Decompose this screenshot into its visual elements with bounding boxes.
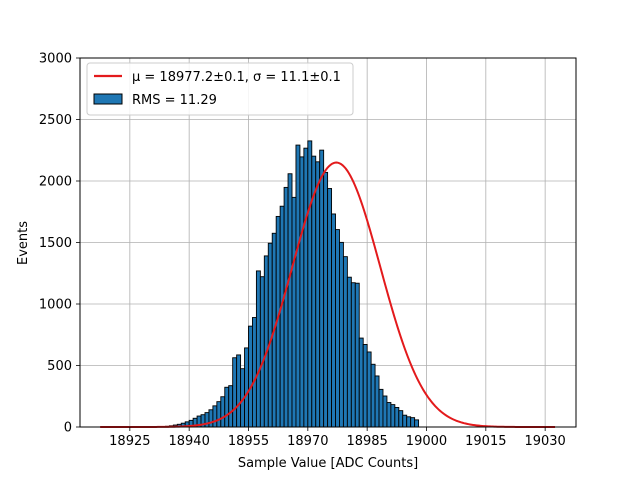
histogram-bar (212, 405, 218, 428)
y-tick-label: 3000 (39, 52, 72, 67)
legend-fit-label: μ = 18977.2±0.1, σ = 11.1±0.1 (132, 70, 341, 85)
x-tick-label: 19000 (406, 434, 447, 449)
histogram-bar (410, 417, 416, 428)
histogram-bar (299, 156, 305, 428)
histogram-bar (315, 161, 321, 428)
histogram-bar (263, 255, 269, 428)
y-tick-label: 2500 (39, 113, 72, 128)
histogram-bar (370, 363, 376, 428)
y-tick-label: 1000 (39, 298, 72, 313)
histogram-bar (291, 196, 297, 428)
histogram-bar (319, 149, 325, 428)
histogram-bar (228, 385, 234, 428)
histogram-bar (283, 186, 289, 428)
x-tick-label: 18955 (228, 434, 269, 449)
histogram-bar (350, 282, 356, 428)
histogram-bar (394, 406, 400, 428)
legend-hist-swatch (93, 93, 123, 105)
histogram-bar (366, 351, 372, 428)
histogram-bar (255, 270, 261, 428)
histogram-bars (157, 140, 420, 428)
histogram-bar (386, 402, 392, 428)
x-axis-ticks: 18925 18940 18955 18970 18985 19000 19015 19030 (109, 427, 566, 449)
x-axis-label: Sample Value [ADC Counts] (238, 456, 418, 471)
histogram-bar (335, 229, 340, 428)
y-tick-label: 1500 (39, 236, 72, 251)
histogram-bar (216, 401, 222, 428)
histogram-bar (402, 414, 408, 428)
histogram-bar (303, 147, 309, 428)
histogram-bar (327, 188, 333, 428)
histogram-bar (307, 140, 313, 428)
histogram-bar (358, 337, 364, 428)
y-tick-label: 2000 (39, 175, 72, 190)
histogram-bar (287, 173, 293, 428)
x-tick-label: 18940 (168, 434, 209, 449)
histogram-bar (236, 354, 242, 428)
x-tick-label: 18985 (346, 434, 387, 449)
y-tick-label: 0 (64, 421, 72, 436)
histogram-bar (279, 205, 285, 428)
x-tick-label: 18925 (109, 434, 150, 449)
histogram-bar (244, 347, 249, 428)
histogram-bar (378, 388, 384, 428)
histogram-bar (248, 325, 253, 428)
y-tick-label: 500 (47, 359, 72, 374)
histogram-bar (390, 404, 396, 428)
histogram-bar (362, 344, 368, 428)
histogram-bar (331, 213, 336, 428)
histogram-bar (414, 419, 420, 428)
histogram-bar (342, 256, 348, 428)
histogram-bar (224, 386, 230, 428)
histogram-bar (382, 395, 388, 428)
x-tick-label: 18970 (287, 434, 328, 449)
histogram-bar (323, 171, 329, 428)
histogram-bar (232, 357, 238, 428)
x-tick-label: 19015 (465, 434, 506, 449)
histogram-bar (252, 317, 257, 428)
legend: μ = 18977.2±0.1, σ = 11.1±0.1 RMS = 11.2… (86, 62, 354, 116)
legend-hist-label: RMS = 11.29 (132, 93, 217, 108)
y-axis-label: Events (16, 221, 31, 265)
x-tick-label: 19030 (524, 434, 565, 449)
histogram-bar (354, 282, 360, 428)
histogram-bar (374, 375, 380, 428)
histogram-bar (220, 396, 226, 428)
y-axis-ticks: 0 500 1000 1500 2000 2500 3000 (39, 52, 80, 436)
histogram-bar (406, 416, 412, 428)
histogram-bar (259, 276, 265, 428)
histogram-bar (295, 144, 301, 428)
histogram-bar (339, 241, 344, 428)
histogram-bar (346, 276, 352, 428)
histogram-bar (398, 410, 404, 428)
histogram-bar (208, 409, 214, 428)
legend-box (86, 62, 354, 116)
